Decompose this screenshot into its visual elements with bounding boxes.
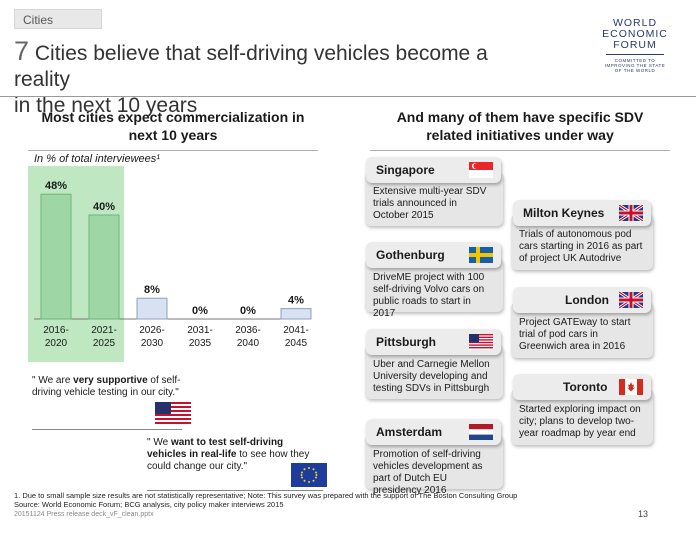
logo-divider <box>606 54 664 55</box>
sweden-flag-icon <box>469 247 493 263</box>
left-heading-line-1: Most cities expect commercialization in <box>41 109 305 125</box>
pill-amsterdam: Amsterdam <box>366 419 501 445</box>
left-heading-divider <box>28 150 318 151</box>
city-name-gothenburg: Gothenburg <box>376 248 445 262</box>
quote-2-post: to see how they could change our city." <box>147 449 310 472</box>
x-tick-label-5-1: 2045 <box>285 338 308 349</box>
page-number: 13 <box>638 509 649 519</box>
city-name-milton-keynes: Milton Keynes <box>523 206 605 220</box>
uk-flag-icon <box>619 205 643 221</box>
quote-2-pre: " We <box>147 437 171 448</box>
netherlands-flag-icon <box>469 424 493 440</box>
pill-london: London <box>513 287 651 313</box>
x-tick-label-2-0: 2026- <box>139 325 165 336</box>
usa-flag-icon <box>155 402 191 426</box>
quote-2: " We want to test self-driving vehicles … <box>147 437 319 473</box>
quote-1: " We are very supportive of self-driving… <box>32 375 182 399</box>
footnote-line-1: 1. Due to small sample size results are … <box>14 491 518 500</box>
bar-value-label-5: 4% <box>288 295 304 307</box>
section-tag: Cities <box>14 9 102 29</box>
city-name-singapore: Singapore <box>376 163 435 177</box>
file-name: 20151124 Press release deck_vF_clean.ppt… <box>14 511 154 518</box>
card-pittsburgh-text: Uber and Carnegie Mellon University deve… <box>373 359 490 394</box>
footnote: 1. Due to small sample size results are … <box>14 491 517 509</box>
city-name-pittsburgh: Pittsburgh <box>376 335 436 349</box>
logo-word-2: ECONOMIC <box>602 28 668 40</box>
pill-milton-keynes: Milton Keynes <box>513 200 651 226</box>
logo-tagline-3: OF THE WORLD <box>614 68 656 73</box>
bar-5 <box>280 308 312 320</box>
title-line-1: Cities believe that self-driving vehicle… <box>14 42 488 91</box>
canada-flag-icon <box>619 379 643 395</box>
quote-1-post: of self-driving vehicle testing in our c… <box>32 375 181 398</box>
quote-1-rule <box>32 429 182 430</box>
left-heading-line-2: next 10 years <box>128 127 218 143</box>
singapore-flag-icon <box>469 162 493 178</box>
quote-1-bold: very supportive <box>73 375 148 386</box>
x-tick-label-1-1: 2025 <box>93 338 116 349</box>
x-tick-label-4-0: 2036- <box>235 325 261 336</box>
x-tick-label-1-0: 2021- <box>91 325 117 336</box>
wef-logo: WORLD ECONOMIC FORUM COMMITTED TO IMPROV… <box>590 17 680 74</box>
city-name-toronto: Toronto <box>563 380 608 394</box>
page-title: 7 Cities believe that self-driving vehic… <box>14 38 534 119</box>
pill-gothenburg: Gothenburg <box>366 242 501 268</box>
x-tick-label-4-1: 2040 <box>237 338 260 349</box>
uk-flag-icon <box>619 292 643 308</box>
bar-value-label-4: 0% <box>240 305 256 317</box>
bar-1 <box>88 214 120 320</box>
x-tick-label-0-0: 2016- <box>43 325 69 336</box>
right-heading-line-1: And many of them have specific SDV <box>396 109 644 125</box>
pill-toronto: Toronto <box>513 374 651 400</box>
bar-value-label-0: 48% <box>45 180 67 192</box>
bar-0 <box>40 193 72 320</box>
left-heading: Most cities expect commercialization in … <box>28 108 318 144</box>
logo-tagline-1: COMMITTED TO <box>614 58 656 63</box>
usa-flag-icon <box>469 334 493 350</box>
bar-value-label-1: 40% <box>93 201 115 213</box>
logo-tagline-2: IMPROVING THE STATE <box>604 63 666 68</box>
bar-2 <box>136 297 168 320</box>
card-toronto-text: Started exploring impact on city; plans … <box>519 404 641 439</box>
card-milton-keynes-text: Trials of autonomous pod cars starting i… <box>519 229 643 264</box>
chart-subtitle: In % of total interviewees¹ <box>34 153 160 165</box>
logo-word-1: WORLD <box>612 17 658 29</box>
city-name-amsterdam: Amsterdam <box>376 425 443 439</box>
quote-2-bold: want to test self-driving vehicles in re… <box>147 437 284 460</box>
city-name-london: London <box>565 293 609 307</box>
footnote-line-2: Source: World Economic Forum; BCG analys… <box>14 500 284 509</box>
title-divider <box>0 96 696 97</box>
title-number: 7 <box>14 36 30 66</box>
bar-value-label-2: 8% <box>144 284 160 296</box>
right-heading-divider <box>370 150 670 151</box>
logo-word-3: FORUM <box>613 39 657 51</box>
x-tick-label-0-1: 2020 <box>45 338 68 349</box>
x-tick-label-3-1: 2035 <box>189 338 212 349</box>
card-amsterdam-text: Promotion of self-driving vehicles devel… <box>373 449 483 496</box>
title-line-2: in the next 10 years <box>14 94 198 117</box>
eu-flag-icon <box>291 463 327 487</box>
pill-singapore: Singapore <box>366 157 501 183</box>
quote-1-pre: " We are <box>32 375 74 386</box>
card-singapore-text: Extensive multi-year SDV trials announce… <box>373 186 487 221</box>
x-tick-label-5-0: 2041- <box>283 325 309 336</box>
card-london-text: Project GATEway to start trial of pod ca… <box>519 317 631 352</box>
card-gothenburg-text: DriveME project with 100 self-driving Vo… <box>373 272 485 319</box>
x-tick-label-2-1: 2030 <box>141 338 164 349</box>
right-heading: And many of them have specific SDV relat… <box>370 108 670 144</box>
quote-2-rule <box>147 490 323 491</box>
right-heading-line-2: related initiatives under way <box>426 127 614 143</box>
x-tick-label-3-0: 2031- <box>187 325 213 336</box>
pill-pittsburgh: Pittsburgh <box>366 329 501 355</box>
bar-value-label-3: 0% <box>192 305 208 317</box>
